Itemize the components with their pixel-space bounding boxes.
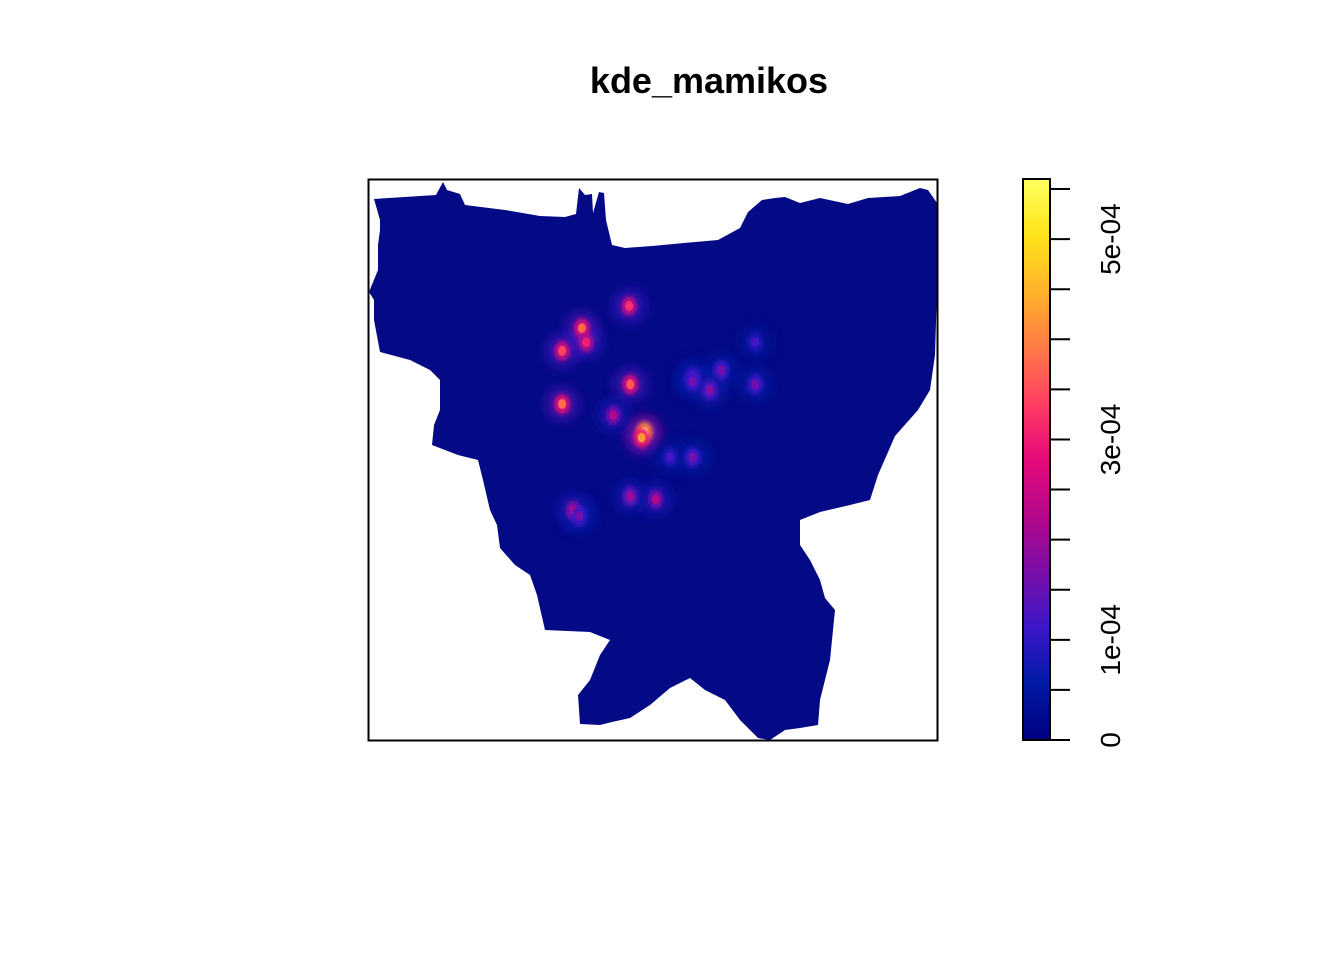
hotspot-point bbox=[626, 379, 635, 390]
hotspot-point bbox=[666, 452, 675, 463]
hotspot-point bbox=[688, 376, 697, 387]
hotspot-point bbox=[558, 399, 567, 409]
hotspot-point bbox=[626, 491, 635, 502]
colorbar-ticks: 0 1e-04 3e-04 5e-04 bbox=[1050, 188, 1126, 748]
hotspot-point bbox=[625, 301, 634, 311]
hotspot-point bbox=[575, 511, 584, 521]
colorbar-tick-label: 3e-04 bbox=[1095, 404, 1126, 476]
hotspot-point bbox=[717, 365, 726, 376]
colorbar-legend: 0 1e-04 3e-04 5e-04 bbox=[1022, 178, 1126, 748]
hotspot-point bbox=[751, 337, 760, 348]
hotspot-point bbox=[751, 379, 760, 390]
colorbar-gradient bbox=[1022, 178, 1051, 741]
hotspot-layer bbox=[544, 288, 774, 534]
hotspot-point bbox=[558, 345, 567, 356]
hotspot-point bbox=[637, 432, 646, 443]
hotspot-point bbox=[705, 385, 714, 395]
colorbar-tick-label: 0 bbox=[1095, 732, 1126, 748]
hotspot-point bbox=[651, 494, 660, 505]
colorbar-tick-label: 5e-04 bbox=[1095, 203, 1126, 275]
hotspot-point bbox=[581, 337, 590, 348]
map-panel bbox=[367, 178, 939, 742]
plot-frame bbox=[367, 178, 939, 742]
colorbar-tick-label: 1e-04 bbox=[1095, 604, 1126, 676]
hotspot-point bbox=[609, 410, 618, 421]
chart-title: kde_mamikos bbox=[590, 60, 828, 101]
hotspot-point bbox=[688, 452, 697, 463]
hotspot-point bbox=[578, 323, 586, 334]
